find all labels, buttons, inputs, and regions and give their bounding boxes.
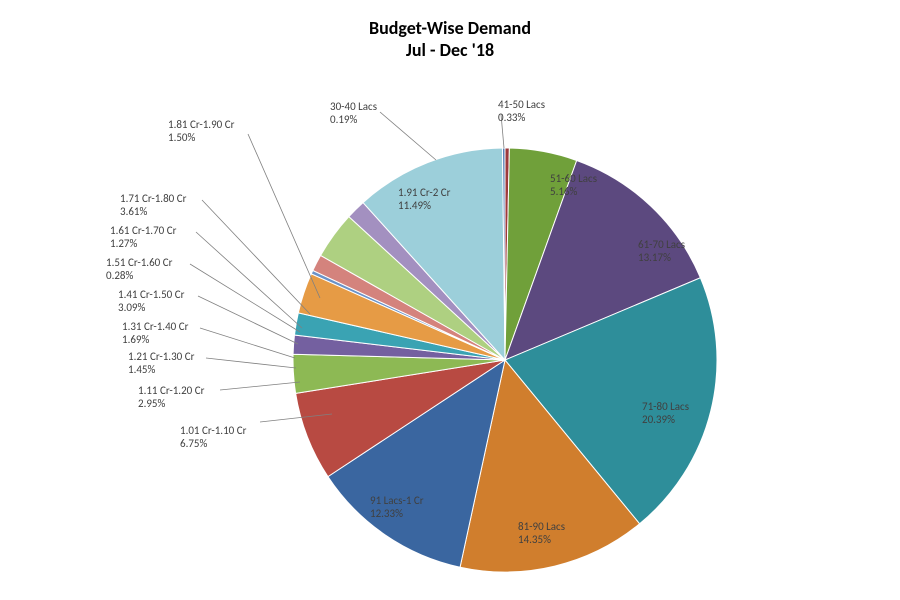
slice-label: 1.61 Cr-1.70 Cr1.27% xyxy=(110,224,176,250)
leader-line xyxy=(200,328,295,358)
leader-line xyxy=(380,112,436,160)
leader-line xyxy=(202,200,310,314)
leader-line xyxy=(220,382,300,390)
slice-label: 81-90 Lacs14.35% xyxy=(518,520,565,546)
leader-line xyxy=(198,296,298,344)
slice-label: 51-60 Lacs5.16% xyxy=(550,172,597,198)
slice-label: 1.41 Cr-1.50 Cr3.09% xyxy=(118,288,184,314)
slice-label: 91 Lacs-1 Cr12.33% xyxy=(370,494,424,520)
leader-line xyxy=(248,134,320,298)
leader-line xyxy=(196,232,302,328)
slice-label: 1.21 Cr-1.30 Cr1.45% xyxy=(128,350,194,376)
slice-label: 1.31 Cr-1.40 Cr1.69% xyxy=(122,320,188,346)
slice-label: 61-70 Lacs13.17% xyxy=(638,238,685,264)
slice-label: 1.81 Cr-1.90 Cr1.50% xyxy=(168,118,234,144)
slice-label: 71-80 Lacs20.39% xyxy=(642,400,689,426)
slice-label: 41-50 Lacs0.33% xyxy=(498,98,545,124)
leader-line xyxy=(206,358,296,368)
leader-line xyxy=(190,264,300,332)
slice-label: 1.01 Cr-1.10 Cr6.75% xyxy=(180,424,246,450)
slice-label: 1.71 Cr-1.80 Cr3.61% xyxy=(120,192,186,218)
slice-label: 1.51 Cr-1.60 Cr0.28% xyxy=(106,256,172,282)
slice-label: 30-40 Lacs0.19% xyxy=(330,100,377,126)
slice-label: 1.11 Cr-1.20 Cr2.95% xyxy=(138,384,204,410)
slice-label: 1.91 Cr-2 Cr11.49% xyxy=(398,186,451,212)
